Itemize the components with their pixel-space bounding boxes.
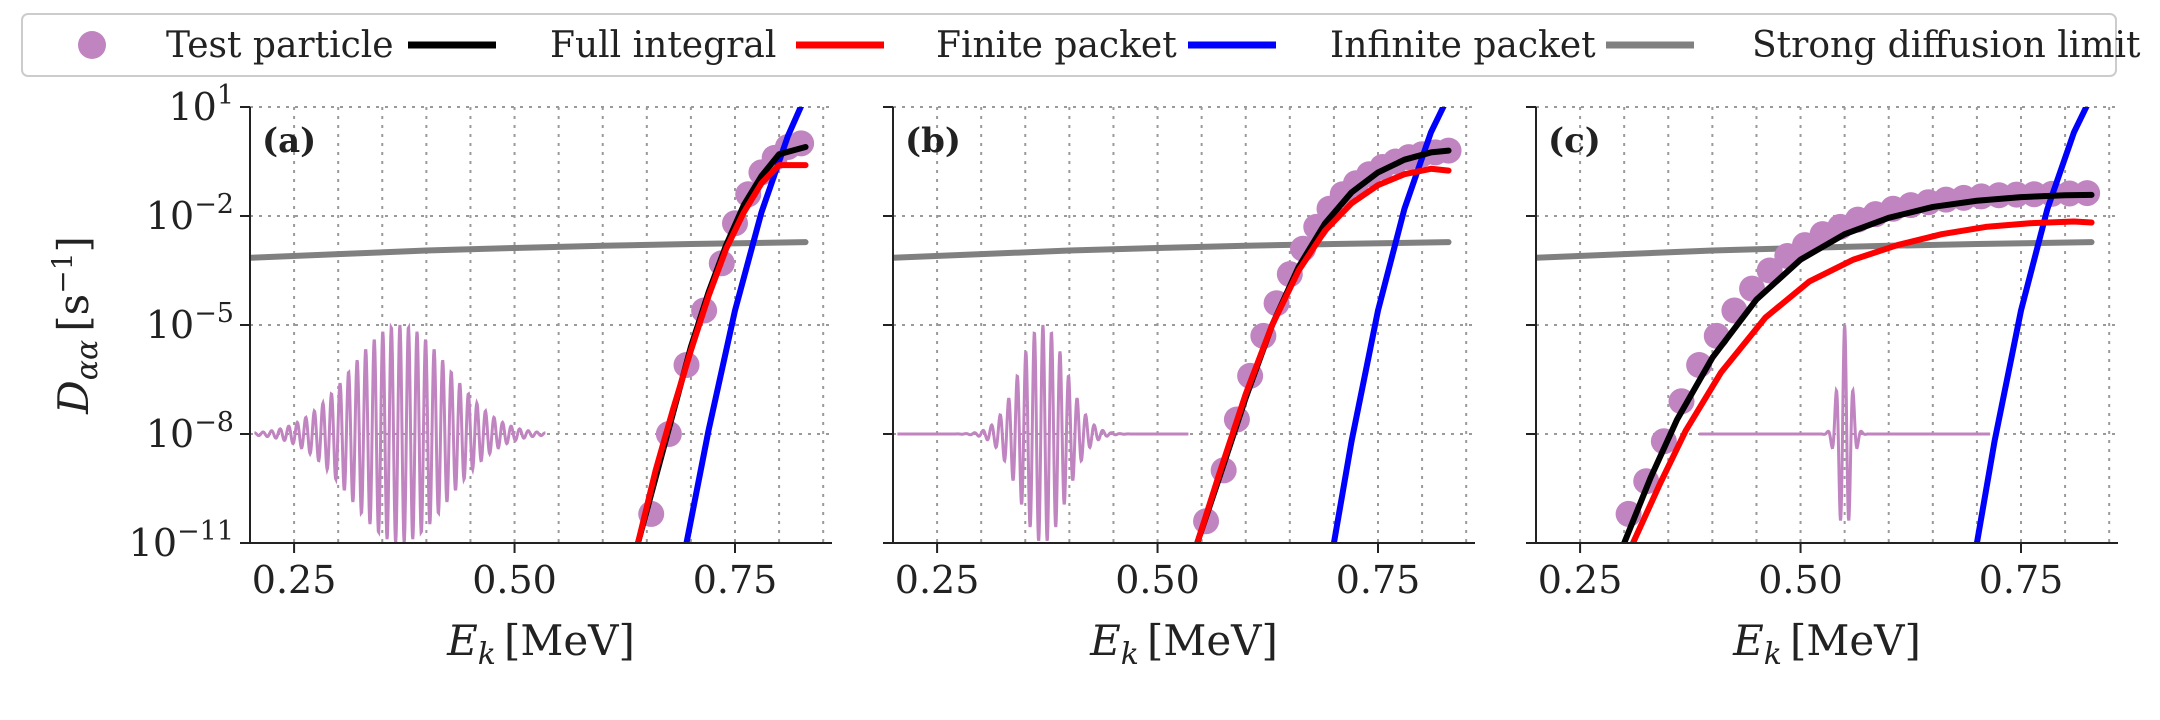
series-test-particle (638, 130, 815, 527)
y-tick-exponent: −11 (177, 516, 234, 547)
wave-packet-inset (1699, 324, 1991, 521)
x-tick-label: 0.50 (1758, 558, 1843, 602)
plot-area (893, 107, 1462, 543)
wave-packet-inset (897, 324, 1189, 542)
y-axis-label-text: Dαα [s−1] (46, 236, 105, 415)
y-tick-label: 10−2 (146, 189, 234, 238)
y-label-unit-close: ] (49, 236, 98, 252)
x-label-main: E (1089, 616, 1121, 665)
plot-area (250, 107, 815, 543)
y-tick-label: 101 (168, 80, 234, 129)
y-tick-base: 10 (168, 85, 216, 129)
x-axis-label: Ek [MeV] (1732, 616, 1921, 672)
x-tick-label: 0.25 (252, 558, 337, 602)
y-tick-base: 10 (129, 521, 177, 565)
x-axis-label: Ek [MeV] (1089, 616, 1278, 672)
series-finite-packet (635, 162, 809, 543)
panel-label: (c) (1548, 121, 1601, 161)
legend-item-3: Infinite packet (1188, 25, 1596, 66)
series-infinite-packet (1973, 107, 2090, 543)
series-infinite-packet (1330, 107, 1447, 543)
legend-label: Full integral (550, 25, 776, 66)
legend-label: Infinite packet (1330, 25, 1596, 66)
y-tick-base: 10 (146, 412, 194, 456)
y-label-unit-exponent: −1 (46, 252, 79, 293)
wave-packet-inset (254, 322, 546, 543)
y-tick-exponent: −2 (194, 189, 234, 220)
x-label-unit: [MeV] (1790, 616, 1921, 665)
y-axis-label: Dαα [s−1] (46, 236, 105, 415)
y-label-sub: αα (70, 340, 105, 381)
series-finite-packet (1194, 165, 1452, 543)
legend-label: Test particle (166, 25, 394, 66)
x-label-unit: [MeV] (504, 616, 635, 665)
legend-item-1: Full integral (408, 25, 776, 66)
panel-3: 0.25 0.50 0.75 Ek [MeV] (c) (1526, 106, 2118, 672)
x-label-unit: [MeV] (1147, 616, 1278, 665)
y-label-main: D (49, 380, 98, 415)
series-strong-diffusion-limit (250, 239, 809, 261)
legend-item-2: Finite packet (796, 25, 1177, 66)
panel-label: (a) (262, 121, 316, 161)
legend-item-4: Strong diffusion limit (1606, 25, 2141, 66)
x-tick-label: 0.75 (1336, 558, 1421, 602)
y-tick-label: 10−8 (146, 407, 234, 456)
y-tick-base: 10 (146, 303, 194, 347)
legend-label: Strong diffusion limit (1752, 25, 2141, 66)
series-finite-packet (1630, 218, 2095, 543)
x-tick-label: 0.50 (472, 558, 557, 602)
series-infinite-packet (683, 107, 805, 543)
legend-item-0: Test particle (78, 25, 394, 66)
x-tick-label: 0.25 (895, 558, 980, 602)
x-label-sub: k (1764, 637, 1782, 672)
x-label-main: E (446, 616, 478, 665)
legend-label: Finite packet (936, 25, 1177, 66)
panel-label: (b) (905, 121, 961, 161)
series-full-integral (635, 143, 809, 543)
x-label-main: E (1732, 616, 1764, 665)
y-tick-exponent: 1 (217, 80, 234, 111)
y-tick-label: 10−5 (146, 298, 234, 347)
x-tick-label: 0.75 (1979, 558, 2064, 602)
y-tick-exponent: −5 (194, 298, 234, 329)
panel-2: 0.25 0.50 0.75 Ek [MeV] (b) (883, 106, 1475, 672)
y-tick-label: 10−11 (129, 516, 234, 565)
grid (1535, 106, 2118, 544)
y-tick-base: 10 (146, 194, 194, 238)
legend-frame (21, 13, 2117, 77)
x-tick-label: 0.25 (1538, 558, 1623, 602)
x-tick-label: 0.75 (693, 558, 778, 602)
series-full-integral (1621, 191, 2095, 543)
x-label-sub: k (478, 637, 496, 672)
x-label-sub: k (1121, 637, 1139, 672)
x-axis-label: Ek [MeV] (446, 616, 635, 672)
legend-marker (78, 31, 106, 59)
series-strong-diffusion-limit (893, 239, 1452, 261)
plot-area (1536, 107, 2101, 543)
y-tick-exponent: −8 (194, 407, 234, 438)
test-particle-point (1756, 257, 1783, 284)
legend: Test particle Full integral Finite packet I… (21, 13, 2141, 77)
x-tick-label: 0.50 (1115, 558, 1200, 602)
y-label-unit-open: [s (49, 294, 98, 332)
